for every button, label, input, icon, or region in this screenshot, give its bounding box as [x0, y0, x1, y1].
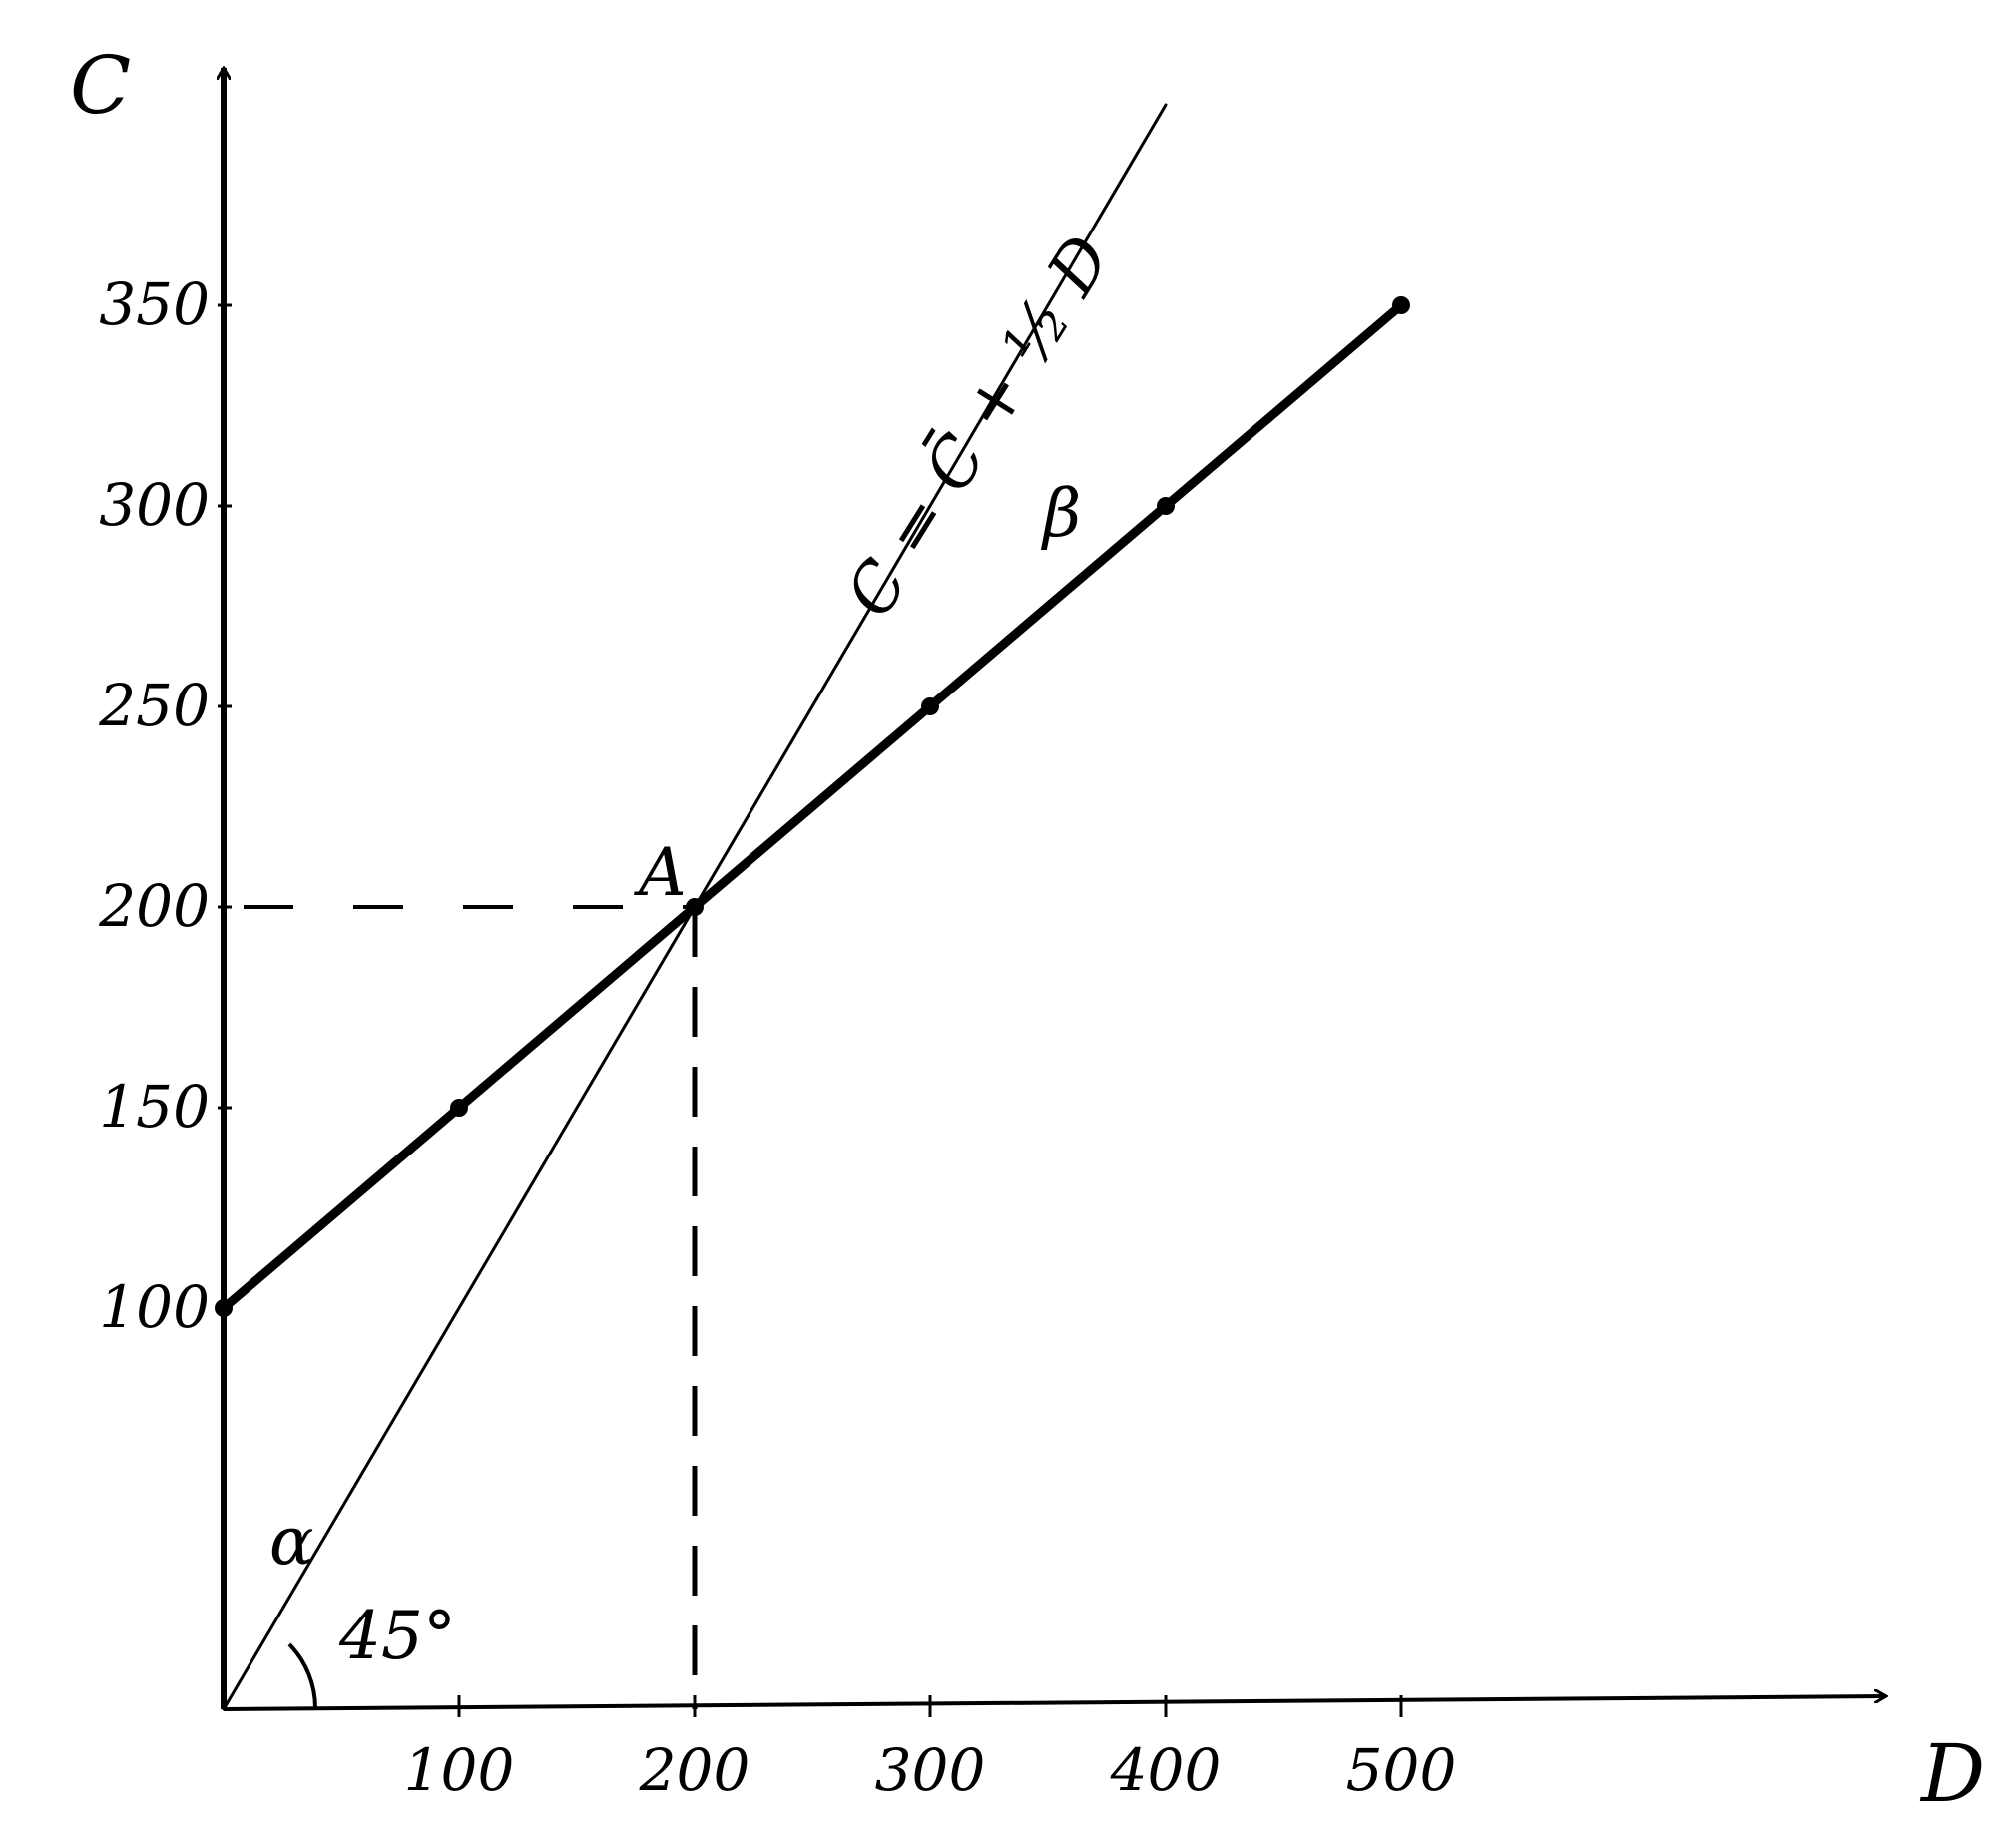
- data-line: [219, 300, 1406, 1313]
- x-tick-label: 100: [404, 1736, 515, 1804]
- annotation-alpha: α: [269, 1503, 314, 1580]
- annotation-point: A: [633, 834, 687, 911]
- annotation-beta: β: [1040, 475, 1081, 552]
- data-point: [1157, 497, 1175, 515]
- data-line: [222, 103, 1168, 1711]
- data-point: [450, 1099, 468, 1117]
- y-tick-label: 150: [99, 1073, 210, 1141]
- angle-arc: [287, 1642, 318, 1710]
- data-point: [1392, 296, 1410, 314]
- x-axis-label: D: [1919, 1727, 1985, 1820]
- y-axis-label: C: [70, 39, 131, 132]
- data-point: [921, 697, 939, 715]
- y-tick-label: 100: [99, 1273, 210, 1341]
- x-tick-label: 200: [639, 1736, 750, 1804]
- y-tick-label: 200: [98, 872, 210, 940]
- equation-label: C = C̄ + ½ D: [831, 223, 1126, 630]
- y-tick-label: 350: [99, 270, 210, 338]
- y-tick-label: 300: [99, 471, 210, 539]
- x-tick-label: 300: [875, 1736, 986, 1804]
- x-axis: [223, 1696, 1886, 1711]
- data-point: [215, 1299, 233, 1317]
- x-tick-label: 400: [1110, 1736, 1222, 1804]
- annotation-angle: 45°: [338, 1598, 456, 1674]
- y-tick-label: 250: [98, 672, 210, 739]
- x-tick-label: 500: [1346, 1736, 1457, 1804]
